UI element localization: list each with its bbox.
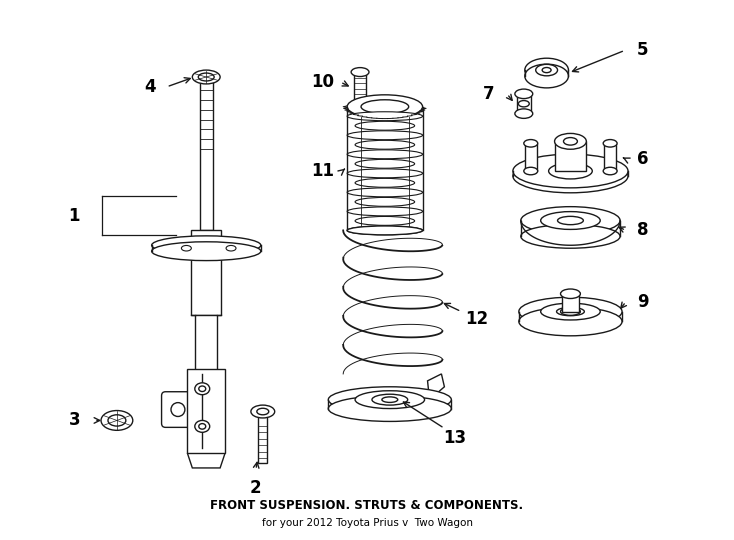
Ellipse shape (199, 386, 206, 391)
Ellipse shape (603, 167, 617, 175)
Text: 3: 3 (68, 411, 80, 429)
Ellipse shape (226, 246, 236, 251)
Ellipse shape (355, 391, 424, 409)
Text: 10: 10 (310, 73, 334, 91)
Text: 4: 4 (144, 78, 156, 96)
Ellipse shape (195, 421, 210, 433)
Polygon shape (187, 453, 225, 468)
Ellipse shape (603, 139, 617, 147)
Ellipse shape (101, 410, 133, 430)
Ellipse shape (198, 73, 214, 81)
Ellipse shape (564, 138, 578, 145)
Ellipse shape (347, 150, 423, 159)
Bar (354, 72, 366, 104)
Ellipse shape (542, 68, 551, 73)
Ellipse shape (355, 178, 415, 187)
Ellipse shape (558, 217, 584, 225)
Bar (562, 294, 579, 312)
Bar (258, 411, 267, 463)
Ellipse shape (181, 246, 192, 251)
Ellipse shape (351, 68, 369, 77)
Ellipse shape (548, 163, 592, 179)
Ellipse shape (347, 188, 423, 197)
Ellipse shape (524, 167, 538, 175)
Text: 13: 13 (443, 429, 466, 447)
Ellipse shape (519, 297, 622, 326)
Text: 8: 8 (637, 221, 649, 239)
Ellipse shape (171, 403, 185, 416)
Text: 1: 1 (68, 207, 80, 225)
Ellipse shape (351, 99, 369, 108)
Ellipse shape (541, 212, 600, 230)
Ellipse shape (519, 307, 622, 336)
Bar (187, 369, 225, 453)
Ellipse shape (192, 70, 220, 84)
Bar (604, 143, 616, 171)
Ellipse shape (555, 133, 586, 149)
Ellipse shape (536, 64, 558, 76)
Ellipse shape (199, 423, 206, 429)
Ellipse shape (518, 100, 529, 107)
FancyBboxPatch shape (161, 392, 195, 427)
Ellipse shape (525, 64, 568, 88)
Text: 11: 11 (310, 162, 334, 180)
Ellipse shape (556, 307, 584, 316)
Ellipse shape (525, 58, 568, 82)
Ellipse shape (152, 242, 261, 261)
Polygon shape (427, 374, 444, 400)
Ellipse shape (515, 89, 533, 99)
Text: 2: 2 (250, 479, 261, 497)
Bar (555, 141, 586, 171)
Text: FRONT SUSPENSION. STRUTS & COMPONENTS.: FRONT SUSPENSION. STRUTS & COMPONENTS. (211, 499, 523, 512)
Text: 5: 5 (637, 41, 649, 59)
Ellipse shape (361, 100, 409, 113)
Text: 6: 6 (637, 150, 649, 168)
Ellipse shape (561, 308, 581, 315)
Ellipse shape (347, 207, 423, 216)
Ellipse shape (195, 383, 210, 395)
Ellipse shape (152, 236, 261, 255)
Bar (525, 143, 537, 171)
Ellipse shape (541, 303, 600, 320)
Ellipse shape (347, 95, 423, 119)
Ellipse shape (521, 207, 620, 234)
Ellipse shape (561, 289, 581, 299)
Ellipse shape (524, 139, 538, 147)
Ellipse shape (355, 140, 415, 149)
Ellipse shape (328, 387, 451, 413)
Ellipse shape (521, 225, 620, 248)
Bar (195, 314, 217, 399)
Ellipse shape (347, 131, 423, 140)
Ellipse shape (355, 198, 415, 206)
Ellipse shape (328, 396, 451, 421)
Ellipse shape (257, 408, 269, 415)
Text: 9: 9 (637, 293, 649, 310)
Text: 12: 12 (465, 310, 489, 328)
Text: 7: 7 (483, 85, 495, 103)
Ellipse shape (347, 226, 423, 235)
Text: for your 2012 Toyota Prius v  Two Wagon: for your 2012 Toyota Prius v Two Wagon (261, 518, 473, 528)
Ellipse shape (382, 397, 398, 402)
Ellipse shape (347, 112, 423, 120)
Ellipse shape (355, 122, 415, 130)
Ellipse shape (515, 109, 533, 118)
Ellipse shape (372, 394, 407, 405)
Bar (517, 94, 531, 113)
Ellipse shape (347, 169, 423, 178)
Ellipse shape (347, 226, 423, 235)
Ellipse shape (251, 405, 275, 418)
Ellipse shape (513, 154, 628, 188)
Bar (192, 231, 221, 314)
Ellipse shape (355, 159, 415, 168)
Ellipse shape (108, 415, 126, 426)
Bar (200, 82, 213, 231)
Ellipse shape (355, 217, 415, 225)
Ellipse shape (513, 159, 628, 193)
